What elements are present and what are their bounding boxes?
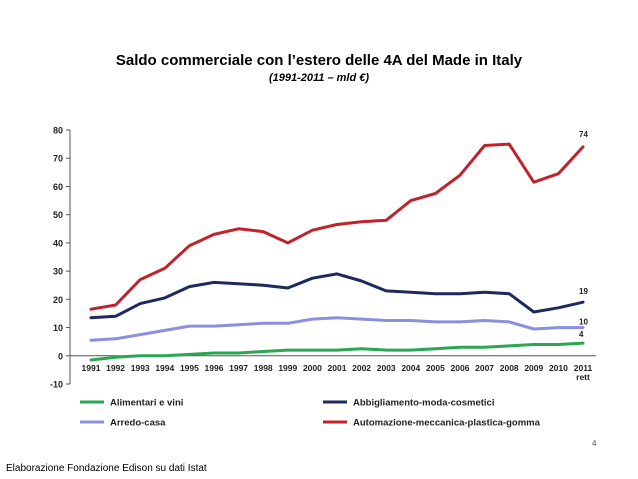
end-value-label: 74	[579, 130, 588, 139]
y-tick-label: 80	[53, 126, 63, 136]
chart-legend: Alimentari e vini Abbigliamento-moda-cosm…	[80, 398, 541, 429]
y-tick-label: 30	[53, 267, 63, 277]
legend-label: Abbigliamento-moda-cosmetici	[353, 398, 494, 409]
x-tick-label: 1994	[155, 363, 174, 373]
end-value-label: 19	[579, 287, 588, 296]
chart-lines	[89, 142, 585, 362]
y-tick-label: 20	[53, 295, 63, 305]
page-number: 4	[592, 439, 597, 448]
x-tick-label: 1991	[82, 363, 101, 373]
y-tick-label: 50	[53, 210, 63, 220]
x-tick-label: 1999	[278, 363, 297, 373]
y-tick-label: 60	[53, 182, 63, 192]
x-tick-label: 2005	[426, 363, 445, 373]
y-tick-label: 10	[53, 323, 63, 333]
y-tick-label: -10	[50, 380, 63, 390]
x-tick-label: 2007	[475, 363, 494, 373]
x-tick-label: 1997	[229, 363, 248, 373]
x-tick-label: 1993	[131, 363, 150, 373]
y-tick-label: 40	[53, 238, 63, 248]
x-tick-label: 2004	[401, 363, 420, 373]
series-line-abbigliamento-moda-cosmetici	[89, 272, 585, 320]
x-tick-label: 2011	[574, 363, 593, 373]
x-tick-label: 2006	[451, 363, 470, 373]
end-value-label: 10	[579, 318, 588, 327]
x-tick-label: 2001	[328, 363, 347, 373]
slide-subtitle: (1991-2011 – mld €)	[268, 72, 370, 84]
x-tick-label: 2009	[524, 363, 543, 373]
legend-label: Automazione-meccanica-plastica-gomma	[353, 418, 541, 429]
series-line-alimentari-e-vini	[89, 341, 585, 362]
series-line-automazione-meccanica-plastica-gomma	[89, 142, 585, 311]
x-tick-label: 1995	[180, 363, 199, 373]
legend-label: Arredo-casa	[110, 418, 166, 429]
x-tick-label: 2000	[303, 363, 322, 373]
end-value-label: 4	[579, 330, 584, 339]
x-tick-label: 1998	[254, 363, 273, 373]
x-tick-label: 1992	[106, 363, 125, 373]
x-tick-label: 2003	[377, 363, 396, 373]
y-tick-label: 70	[53, 154, 63, 164]
chart-end-labels: 74 19 10 4	[579, 130, 588, 339]
y-tick-label: 0	[58, 351, 63, 361]
series-line-arredo-casa	[89, 316, 585, 342]
slide-title: Saldo commerciale con l’estero delle 4A …	[115, 52, 523, 69]
legend-label: Alimentari e vini	[110, 398, 183, 409]
source-note: Elaborazione Fondazione Edison su dati I…	[6, 463, 207, 474]
x-tick-label: 2002	[352, 363, 371, 373]
x-tick-label: 1996	[205, 363, 224, 373]
x-tick-label: 2008	[500, 363, 519, 373]
x-tick-label: 2010	[549, 363, 568, 373]
x-tick-sublabel: rett	[576, 372, 590, 382]
